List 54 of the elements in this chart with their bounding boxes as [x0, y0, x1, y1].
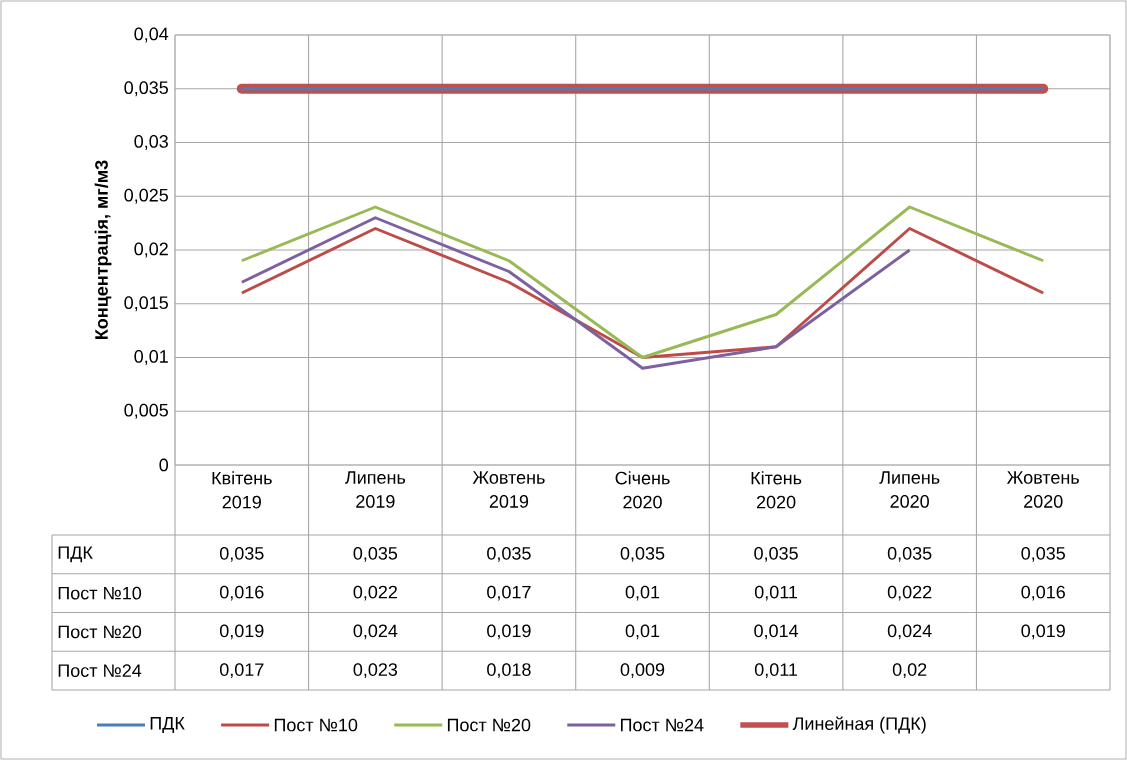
data-label: 0,035: [353, 546, 398, 562]
data-label: 0,035: [487, 546, 531, 562]
legend-label: ПДК: [150, 717, 185, 733]
y-tick-label: 0,04: [134, 27, 169, 43]
text: Пост №24: [58, 664, 142, 677]
data-label: 0,01: [625, 624, 660, 640]
text: Пост №10: [58, 586, 142, 600]
x-tick-label: Липень 2019: [345, 471, 406, 508]
data-label: 0,035: [620, 546, 665, 562]
data-label: 0,02: [892, 663, 927, 679]
text: ПДК: [58, 546, 93, 563]
y-tick-label: 0,03: [134, 135, 168, 150]
data-label: 0,016: [1021, 585, 1065, 601]
data-label: 0,019: [487, 624, 531, 640]
legend-label: Пост №10: [274, 718, 358, 732]
y-tick-label: 0,005: [124, 403, 168, 419]
x-tick-label: Жовтень 2020: [1007, 471, 1079, 508]
data-label: 0,011: [754, 663, 798, 679]
y-tick-label: 0,02: [134, 242, 168, 258]
text: Пост №20: [58, 625, 142, 639]
data-label: 0,009: [620, 663, 665, 679]
data-label: 0,035: [754, 546, 798, 562]
data-label: 0,019: [1021, 624, 1065, 640]
data-label: 0,035: [219, 546, 264, 562]
data-label: 0,017: [219, 663, 264, 679]
y-tick-label: 0: [159, 458, 169, 472]
x-tick-label: Жовтень 2019: [472, 471, 545, 508]
legend-label: Пост №24: [621, 718, 704, 732]
data-label: 0,019: [219, 624, 264, 640]
y-tick-label: 0,035: [124, 81, 168, 97]
data-label: 0,022: [353, 585, 397, 601]
data-label: 0,017: [487, 585, 531, 601]
data-label: 0,022: [887, 585, 932, 601]
x-tick-label: Квітень 2019: [212, 471, 272, 509]
x-tick-label: Січень 2020: [615, 471, 670, 509]
data-label: 0,014: [754, 624, 799, 640]
data-label: 0,011: [754, 585, 798, 601]
y-tick-label: 0,01: [134, 350, 168, 365]
data-label: 0,01: [625, 585, 660, 601]
line-series: [240, 216, 912, 370]
data-label: 0,024: [353, 624, 398, 640]
data-label: 0,035: [1021, 546, 1065, 562]
y-axis-title: Концентрація, мг/м3: [94, 160, 112, 339]
x-tick-label: Кітень 2020: [751, 471, 802, 509]
data-label: 0,035: [887, 546, 932, 562]
data-label: 0,023: [353, 663, 398, 679]
data-label: 0,018: [487, 663, 531, 679]
y-tick-label: 0,025: [124, 188, 168, 204]
x-tick-label: Липень 2020: [879, 471, 940, 508]
legend-label: Линейная (ПДК): [792, 716, 926, 734]
y-tick-label: 0,015: [124, 296, 168, 312]
data-label: 0,016: [219, 585, 264, 601]
legend-label: Пост №20: [447, 718, 531, 732]
data-label: 0,024: [887, 624, 932, 640]
